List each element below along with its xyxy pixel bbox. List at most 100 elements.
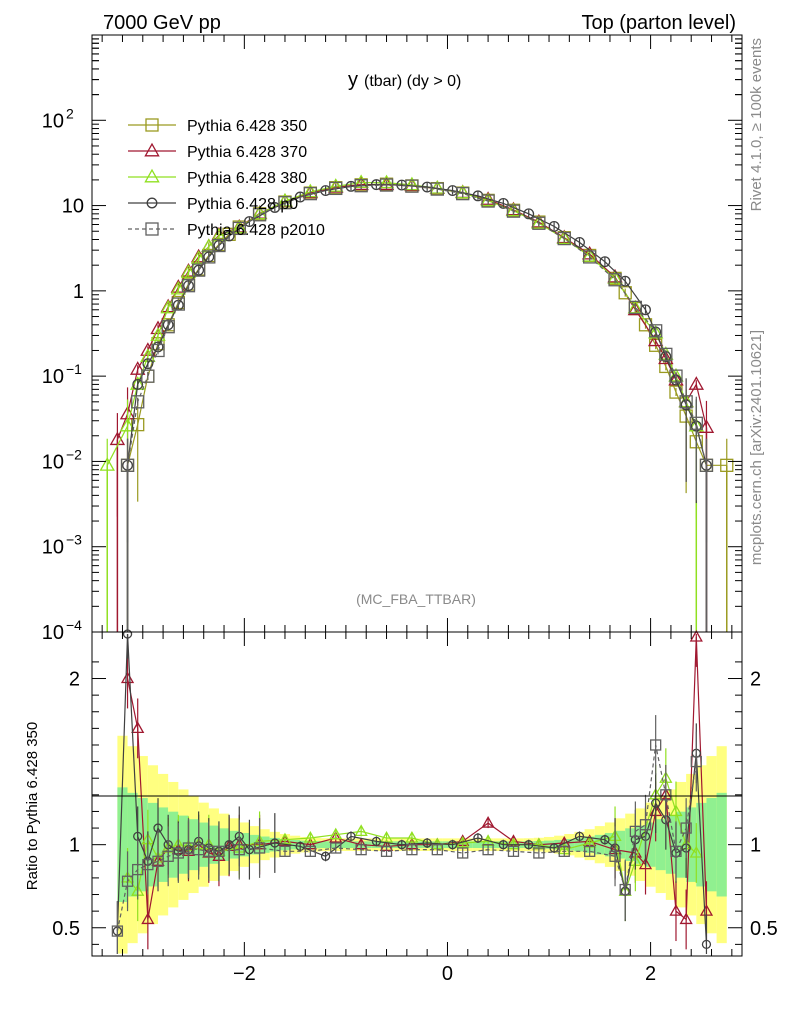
data-point <box>191 263 206 277</box>
data-point <box>649 324 663 338</box>
ratio-point <box>371 836 382 847</box>
ratio-band-green <box>554 839 565 850</box>
legend-label: Pythia 6.428 350 <box>187 118 307 135</box>
ratio-band-green <box>310 841 321 849</box>
data-point <box>658 350 674 365</box>
data-point <box>481 194 495 208</box>
ratio-point <box>320 851 331 861</box>
data-point <box>430 182 444 196</box>
ratio-band-green <box>493 841 504 848</box>
legend-entry-0: Pythia 6.428 350 <box>128 118 307 135</box>
data-point <box>151 343 165 358</box>
ratio-band-green <box>168 811 179 878</box>
data-point <box>141 369 155 383</box>
data-point <box>252 208 267 222</box>
ratio-point <box>422 838 432 848</box>
ratio-series-0 <box>120 629 714 950</box>
data-point <box>150 327 166 341</box>
main-series-layer <box>99 174 734 632</box>
ratio-point <box>574 831 585 842</box>
ratio-y-tick-label-right: 2 <box>750 669 761 691</box>
ratio-point <box>701 939 712 950</box>
ratio-point <box>303 830 317 843</box>
legend-marker <box>145 118 159 132</box>
ratio-band-green <box>117 787 128 902</box>
ratio-point <box>397 840 407 850</box>
data-point <box>232 221 246 236</box>
ratio-point <box>224 840 234 850</box>
data-point <box>548 220 560 232</box>
ratio-point <box>122 629 133 639</box>
data-point <box>303 186 318 201</box>
data-point <box>532 216 546 230</box>
ratio-y-tick-label-right: 0.5 <box>750 918 778 940</box>
ratio-point <box>457 847 469 859</box>
main-plot-title: y (tbar) (dy > 0) <box>348 69 461 91</box>
ratio-point <box>270 838 280 848</box>
legend: Pythia 6.428 350 Pythia 6.428 370 Pythia 6… <box>128 118 325 239</box>
ratio-point <box>355 844 367 856</box>
ratio-band-green <box>675 811 687 878</box>
ratio-point <box>629 825 642 838</box>
data-point <box>132 378 144 390</box>
ratio-point <box>679 912 693 925</box>
ratio-series-layer <box>111 629 714 954</box>
legend-entry-3: Pythia 6.428 p0 <box>128 196 298 213</box>
ratio-point <box>690 755 702 768</box>
ratio-point <box>330 842 342 854</box>
ratio-point <box>346 831 356 842</box>
data-point <box>193 264 205 276</box>
y-tick-exponent: −1 <box>66 361 82 377</box>
data-point <box>203 251 215 263</box>
data-point <box>689 416 703 430</box>
y-tick-exponent: −4 <box>66 617 82 633</box>
ratio-band-green <box>665 815 676 874</box>
ratio-point <box>549 843 559 853</box>
y-tick-label: 10 <box>42 537 64 559</box>
ratio-point <box>473 833 483 843</box>
ratio-panel-frame <box>91 631 743 957</box>
ratio-band-green <box>686 807 697 882</box>
ratio-line <box>116 633 708 945</box>
data-point <box>531 215 547 229</box>
ratio-point <box>141 912 155 925</box>
data-point <box>190 250 207 264</box>
ratio-y-tick-label: 0.5 <box>52 918 80 940</box>
y-tick-label: 10 <box>42 451 64 473</box>
y-tick-label: 10 <box>62 196 84 218</box>
ratio-band-green <box>655 819 666 871</box>
legend-entry-2: Pythia 6.428 380 <box>128 168 307 187</box>
data-point <box>669 369 683 383</box>
ratio-point <box>482 844 494 856</box>
ratio-band-green <box>127 792 138 897</box>
ratio-point <box>131 721 145 734</box>
y-tick-label: 10 <box>42 622 64 644</box>
ratio-point <box>669 804 683 817</box>
ratio-point <box>650 739 662 751</box>
ratio-band-green <box>300 840 311 849</box>
ratio-band-green <box>290 839 301 850</box>
data-point <box>181 279 196 293</box>
x-tick-label: −2 <box>233 963 256 985</box>
data-point <box>583 250 597 264</box>
data-point <box>160 299 176 314</box>
ratio-point <box>380 845 393 857</box>
ratio-point <box>680 822 692 834</box>
legend-marker <box>146 197 158 209</box>
ratio-point <box>533 847 545 859</box>
data-point <box>202 250 216 264</box>
ratio-band-green <box>564 839 575 851</box>
legend-entry-1: Pythia 6.428 370 <box>128 142 307 161</box>
ratio-point <box>121 875 134 887</box>
data-point <box>688 376 705 390</box>
data-point <box>608 273 622 287</box>
y-tick-exponent: −3 <box>66 532 82 548</box>
ratio-point <box>329 830 343 843</box>
ratio-point <box>253 842 266 854</box>
mcplots-label: mcplots.cern.ch [arXiv:2401.10621] <box>748 330 765 565</box>
ratio-point <box>431 844 443 856</box>
series-1 <box>109 176 715 632</box>
ratio-band-green <box>574 837 585 852</box>
ratio-band-green <box>604 832 616 857</box>
